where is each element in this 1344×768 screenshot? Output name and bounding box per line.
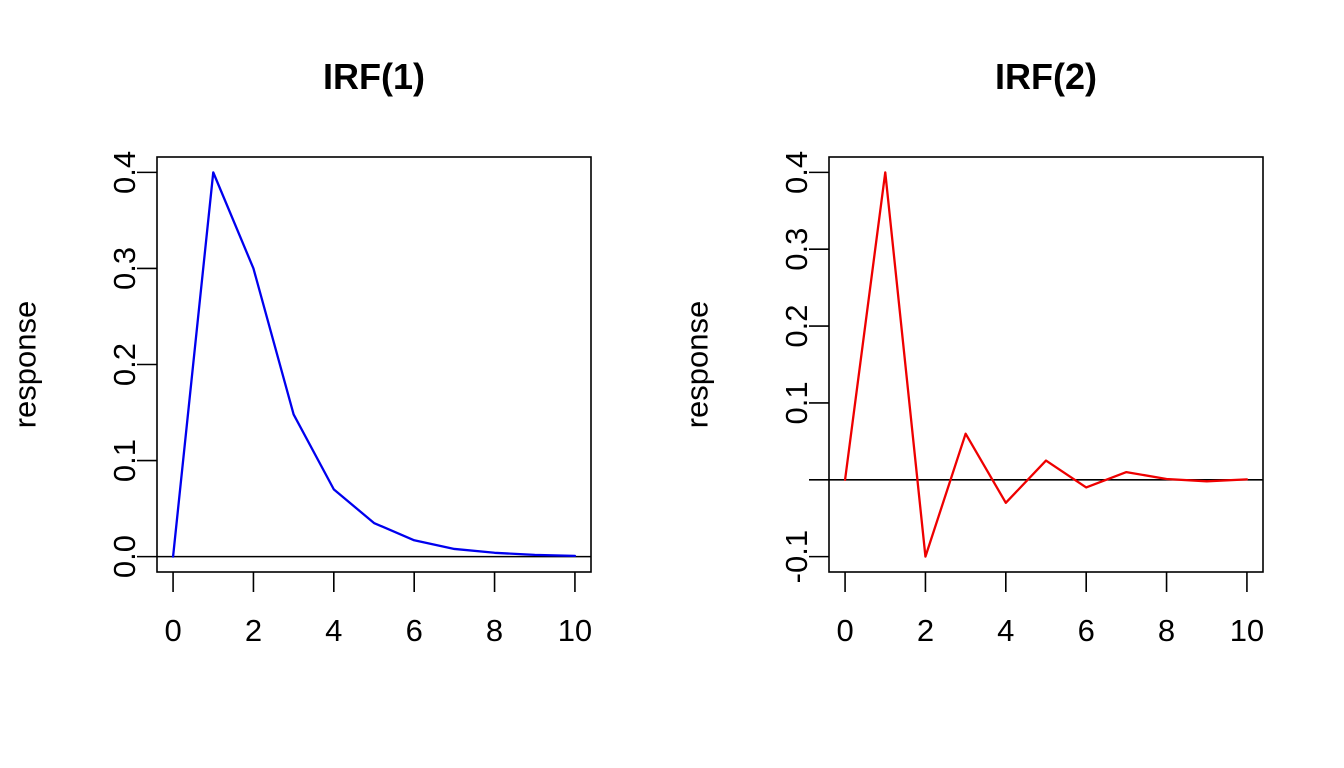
svg-text:response: response: [680, 301, 715, 429]
svg-text:0: 0: [164, 613, 181, 648]
svg-text:0.3: 0.3: [107, 247, 142, 290]
svg-text:2: 2: [917, 613, 934, 648]
svg-text:10: 10: [1230, 613, 1264, 648]
svg-text:2: 2: [245, 613, 262, 648]
svg-text:response: response: [8, 301, 43, 429]
svg-text:-0.1: -0.1: [779, 530, 814, 583]
svg-text:10: 10: [558, 613, 592, 648]
svg-text:0.4: 0.4: [779, 151, 814, 194]
svg-text:8: 8: [486, 613, 503, 648]
svg-text:0.1: 0.1: [107, 439, 142, 482]
svg-text:0.2: 0.2: [107, 343, 142, 386]
svg-text:6: 6: [406, 613, 423, 648]
svg-text:0.3: 0.3: [779, 228, 814, 271]
svg-text:0.0: 0.0: [107, 535, 142, 578]
svg-text:0.1: 0.1: [779, 381, 814, 424]
svg-text:6: 6: [1078, 613, 1095, 648]
svg-text:8: 8: [1158, 613, 1175, 648]
svg-text:0: 0: [836, 613, 853, 648]
svg-text:IRF(2): IRF(2): [995, 56, 1097, 97]
svg-text:IRF(1): IRF(1): [323, 56, 425, 97]
svg-text:4: 4: [325, 613, 342, 648]
svg-text:0.4: 0.4: [107, 151, 142, 194]
svg-text:4: 4: [997, 613, 1014, 648]
svg-text:0.2: 0.2: [779, 305, 814, 348]
